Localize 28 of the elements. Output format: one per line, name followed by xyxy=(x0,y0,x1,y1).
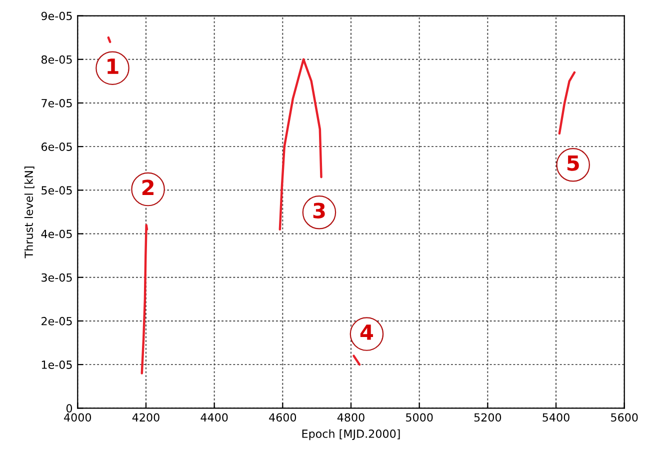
line-series xyxy=(558,71,576,135)
y-tick-label: 4e-05 xyxy=(41,230,72,238)
x-tick-label: 5000 xyxy=(406,413,433,422)
x-tick-label: 4400 xyxy=(200,413,228,422)
y-tick-label: 8e-05 xyxy=(41,55,72,64)
y-tick-label: 0 xyxy=(66,404,72,413)
y-axis-title: Thrust level [kN] xyxy=(24,166,34,258)
y-tick-label: 9e-05 xyxy=(41,12,72,20)
x-tick-label: 5600 xyxy=(611,413,638,422)
annotation: 3 xyxy=(313,202,325,218)
y-tick-label: 2e-05 xyxy=(42,316,72,326)
annotation: 4 xyxy=(360,324,374,340)
annotation: 5 xyxy=(567,155,579,171)
x-tick-label: 4000 xyxy=(64,413,92,422)
y-tick-label: 7e-05 xyxy=(42,98,72,108)
y-tick-label: 5e-05 xyxy=(42,186,72,195)
y-tick-label: 3e-05 xyxy=(42,273,72,282)
annotation: 1 xyxy=(108,58,118,74)
annotation: 2 xyxy=(142,180,154,196)
y-tick-label: 1e-05 xyxy=(42,360,72,369)
x-tick-label: 4800 xyxy=(337,413,364,422)
x-tick-label: 5400 xyxy=(542,413,570,422)
x-axis-title: Epoch [MJD.2000] xyxy=(302,429,400,440)
x-tick-label: 4600 xyxy=(269,413,296,422)
x-tick-label: 4200 xyxy=(132,413,160,422)
y-tick-label: 6e-05 xyxy=(42,142,72,151)
x-tick-label: 5200 xyxy=(474,413,502,422)
line-series xyxy=(140,224,148,374)
